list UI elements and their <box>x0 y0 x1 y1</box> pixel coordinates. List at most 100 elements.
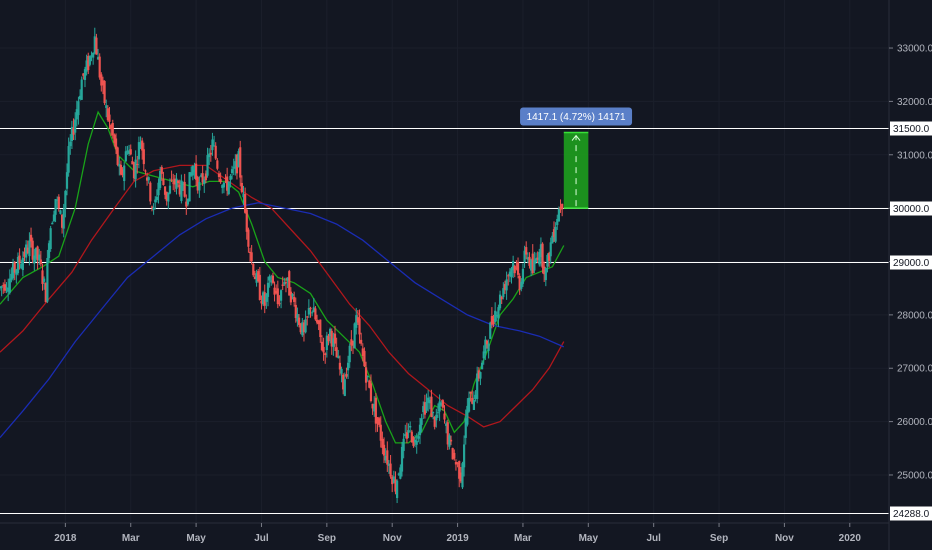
candle-body <box>373 403 376 412</box>
candle-body <box>38 254 41 261</box>
candle-body <box>271 275 275 283</box>
candle-body <box>404 434 407 437</box>
candle-body <box>525 247 528 255</box>
candle-body <box>324 353 327 355</box>
candle-body <box>297 317 301 325</box>
candle-body <box>93 36 96 54</box>
candle-body <box>216 160 219 169</box>
candle-body <box>203 179 206 185</box>
candle-body <box>363 350 366 367</box>
candle-body <box>389 463 392 477</box>
candle-body <box>433 417 436 427</box>
measure-label-box <box>520 107 633 126</box>
candle-body <box>250 252 253 262</box>
time-axis[interactable]: 2018 Mar May Jul Sep Nov 2019 Mar May Jul Sep Nov 20… <box>54 523 861 544</box>
candle-body <box>422 406 425 413</box>
candle-body <box>95 37 98 55</box>
candle-body <box>173 178 176 185</box>
measure-tool[interactable]: 1417.1 (4.72%) 14171 <box>520 107 633 209</box>
candle-body <box>150 206 154 208</box>
time-tick-label: Nov <box>383 533 402 544</box>
candle-body <box>160 167 163 174</box>
candle-body <box>399 467 402 479</box>
candle-body <box>137 142 141 160</box>
candle-body <box>492 318 495 325</box>
candle-body <box>458 461 461 479</box>
candle-body <box>554 226 557 242</box>
candle-body <box>490 316 493 325</box>
candle-body <box>260 301 263 304</box>
candle-body <box>21 257 24 271</box>
candle-body <box>44 283 47 303</box>
candle-body <box>131 161 134 165</box>
time-tick-label: Sep <box>710 533 728 544</box>
candle-body <box>239 147 242 178</box>
candle-body <box>374 397 377 424</box>
candle-body <box>139 142 142 149</box>
candle-body <box>322 346 325 353</box>
level-price-label: 31500.0 <box>890 121 932 136</box>
candle-body <box>214 145 217 159</box>
price-axis[interactable]: 25000.0 26000.0 27000.0 28000.0 29000.0 30000… <box>889 44 932 521</box>
candle-body <box>252 263 255 276</box>
candle-body <box>128 150 131 154</box>
candle-body <box>3 284 7 291</box>
candle-body <box>376 417 379 424</box>
candle-body <box>484 339 487 354</box>
candle-body <box>87 56 90 71</box>
candle-body <box>430 396 433 418</box>
candle-body <box>175 178 178 189</box>
candle-body <box>448 435 451 447</box>
candle-body <box>407 430 410 433</box>
candle-body <box>546 254 549 267</box>
candle-body <box>472 400 476 410</box>
candle-body <box>31 240 34 260</box>
candle-body <box>198 181 201 191</box>
candle-body <box>80 79 83 100</box>
price-tick-label: 28000.0 <box>897 310 932 321</box>
candle-body <box>521 268 525 284</box>
candle-body <box>129 149 132 155</box>
candle-body <box>211 139 214 151</box>
candle-body <box>105 105 108 108</box>
candle-body <box>235 154 239 174</box>
price-tick-label: 31000.0 <box>897 150 932 161</box>
candle-body <box>360 339 363 344</box>
measure-arrow-head <box>571 134 581 141</box>
candle-body <box>299 323 302 333</box>
candle-body <box>118 164 121 167</box>
price-tick-label: 33000.0 <box>897 44 932 55</box>
candle-body <box>172 182 175 184</box>
candle-body <box>196 177 199 191</box>
candle-body <box>18 255 21 264</box>
candle-body <box>428 399 431 404</box>
candle-body <box>317 320 320 325</box>
candle-body <box>142 149 145 165</box>
candle-body <box>453 452 456 459</box>
candle-body <box>34 247 38 259</box>
candle-body <box>418 424 422 436</box>
candle-body <box>56 199 59 201</box>
candle-body <box>510 268 513 278</box>
candle-body <box>551 235 554 244</box>
candle-body <box>301 322 304 336</box>
candle-body <box>190 172 193 176</box>
candle-body <box>177 180 180 184</box>
candle-body <box>451 448 454 460</box>
candle-body <box>268 276 271 281</box>
candle-body <box>397 473 400 475</box>
candle-body <box>291 294 294 297</box>
candle-body <box>461 463 464 488</box>
candle-body <box>512 261 515 271</box>
candle-body <box>159 170 162 188</box>
candle-body <box>480 362 484 370</box>
candle-body <box>51 222 54 225</box>
candle-body <box>180 180 183 202</box>
candle-body <box>471 397 474 404</box>
level-price-text: 29000.0 <box>893 258 930 269</box>
candle-body <box>72 127 75 135</box>
candle-body <box>436 412 440 414</box>
candle-body <box>255 273 258 283</box>
price-tick-label: 32000.0 <box>897 97 932 108</box>
